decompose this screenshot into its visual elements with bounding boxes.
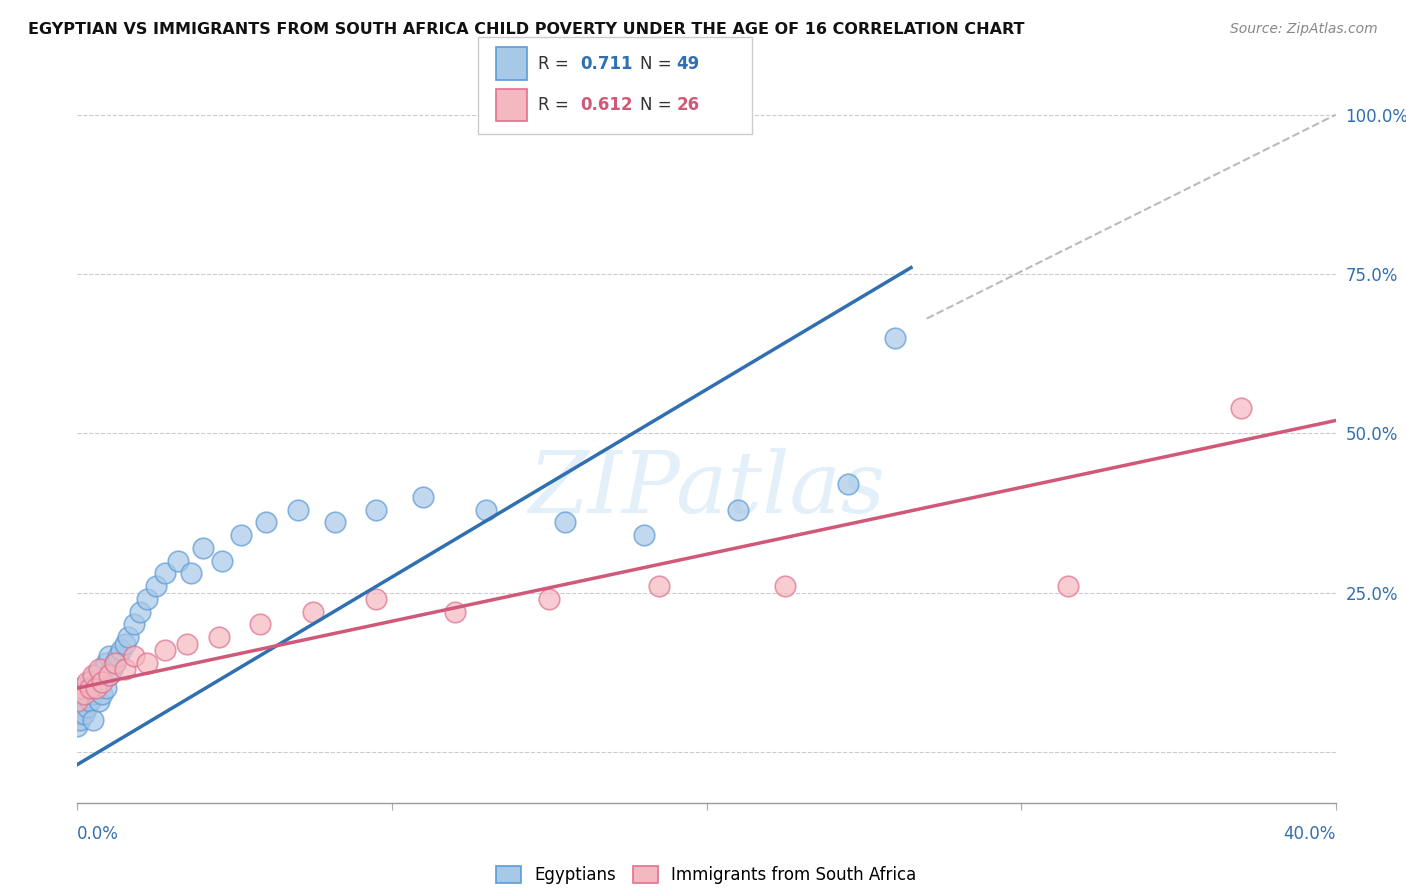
Point — [89, 694, 111, 708]
Point — [176, 636, 198, 650]
Point — [538, 591, 561, 606]
Point — [167, 554, 190, 568]
Point — [475, 502, 498, 516]
Point — [69, 713, 91, 727]
Text: N =: N = — [640, 54, 676, 72]
Point — [135, 591, 157, 606]
Point — [208, 630, 231, 644]
Point — [1230, 401, 1253, 415]
Point — [69, 681, 91, 695]
Point — [249, 617, 271, 632]
Point — [554, 516, 576, 530]
Point — [412, 490, 434, 504]
Point — [191, 541, 215, 555]
Text: 0.711: 0.711 — [581, 54, 633, 72]
Point — [122, 649, 145, 664]
Point — [633, 528, 655, 542]
Point — [837, 477, 859, 491]
Point — [155, 566, 177, 581]
Point — [117, 630, 139, 644]
Text: 26: 26 — [676, 95, 699, 113]
Point — [94, 681, 117, 695]
Point — [135, 656, 157, 670]
Point — [366, 591, 388, 606]
Point — [84, 668, 107, 682]
Point — [107, 649, 129, 664]
Point — [254, 516, 277, 530]
Point — [79, 694, 101, 708]
Point — [180, 566, 202, 581]
Point — [82, 688, 104, 702]
Point — [84, 681, 107, 695]
Text: R =: R = — [538, 95, 575, 113]
Point — [76, 674, 98, 689]
Point — [114, 662, 136, 676]
Point — [287, 502, 309, 516]
Point — [66, 706, 89, 721]
Point — [89, 674, 111, 689]
Point — [91, 662, 114, 676]
Point — [884, 331, 907, 345]
Point — [129, 605, 152, 619]
Point — [97, 668, 120, 682]
Point — [727, 502, 749, 516]
Point — [94, 656, 117, 670]
Point — [1057, 579, 1080, 593]
Text: EGYPTIAN VS IMMIGRANTS FROM SOUTH AFRICA CHILD POVERTY UNDER THE AGE OF 16 CORRE: EGYPTIAN VS IMMIGRANTS FROM SOUTH AFRICA… — [28, 22, 1025, 37]
Point — [91, 688, 114, 702]
Point — [104, 656, 127, 670]
Point — [648, 579, 671, 593]
Point — [76, 681, 98, 695]
Point — [155, 643, 177, 657]
Point — [84, 681, 107, 695]
Point — [323, 516, 346, 530]
Point — [211, 554, 233, 568]
Point — [66, 719, 89, 733]
Point — [79, 674, 101, 689]
Point — [79, 681, 101, 695]
Text: ZIPatlas: ZIPatlas — [527, 448, 886, 530]
Point — [72, 688, 94, 702]
Point — [82, 713, 104, 727]
Point — [82, 668, 104, 682]
Point — [72, 688, 94, 702]
Point — [145, 579, 167, 593]
Point — [66, 694, 89, 708]
Point — [122, 617, 145, 632]
Point — [69, 694, 91, 708]
Point — [89, 662, 111, 676]
Point — [97, 649, 120, 664]
Point — [444, 605, 467, 619]
Text: N =: N = — [640, 95, 676, 113]
Text: 0.0%: 0.0% — [77, 825, 120, 843]
Point — [302, 605, 325, 619]
Point — [101, 662, 124, 676]
Point — [229, 528, 252, 542]
Point — [114, 636, 136, 650]
Text: Source: ZipAtlas.com: Source: ZipAtlas.com — [1230, 22, 1378, 37]
Point — [366, 502, 388, 516]
Point — [110, 643, 132, 657]
Point — [76, 700, 98, 714]
Point — [773, 579, 796, 593]
Text: 49: 49 — [676, 54, 700, 72]
Point — [72, 706, 94, 721]
Point — [104, 656, 127, 670]
Text: R =: R = — [538, 54, 575, 72]
Text: 0.612: 0.612 — [581, 95, 633, 113]
Point — [97, 668, 120, 682]
Text: 40.0%: 40.0% — [1284, 825, 1336, 843]
Legend: Egyptians, Immigrants from South Africa: Egyptians, Immigrants from South Africa — [489, 859, 924, 891]
Point — [91, 674, 114, 689]
